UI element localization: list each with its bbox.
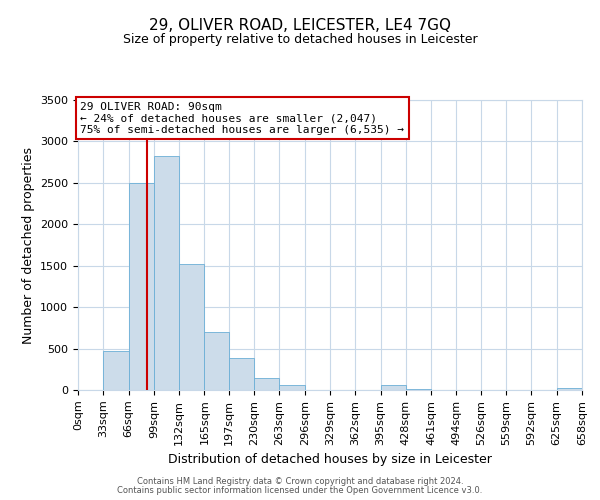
Text: Contains HM Land Registry data © Crown copyright and database right 2024.: Contains HM Land Registry data © Crown c…: [137, 477, 463, 486]
Bar: [154, 156, 179, 390]
Bar: [406, 389, 431, 390]
Bar: [229, 358, 254, 390]
Bar: [280, 384, 305, 390]
Bar: [557, 388, 582, 390]
Bar: [380, 386, 406, 390]
Bar: [179, 264, 205, 390]
Bar: [205, 332, 229, 390]
Y-axis label: Number of detached properties: Number of detached properties: [22, 146, 35, 344]
Text: Contains public sector information licensed under the Open Government Licence v3: Contains public sector information licen…: [118, 486, 482, 495]
Bar: [254, 378, 280, 390]
Text: 29 OLIVER ROAD: 90sqm
← 24% of detached houses are smaller (2,047)
75% of semi-d: 29 OLIVER ROAD: 90sqm ← 24% of detached …: [80, 102, 404, 135]
Bar: [128, 183, 154, 390]
Text: 29, OLIVER ROAD, LEICESTER, LE4 7GQ: 29, OLIVER ROAD, LEICESTER, LE4 7GQ: [149, 18, 451, 32]
X-axis label: Distribution of detached houses by size in Leicester: Distribution of detached houses by size …: [168, 453, 492, 466]
Text: Size of property relative to detached houses in Leicester: Size of property relative to detached ho…: [122, 32, 478, 46]
Bar: [103, 351, 128, 390]
